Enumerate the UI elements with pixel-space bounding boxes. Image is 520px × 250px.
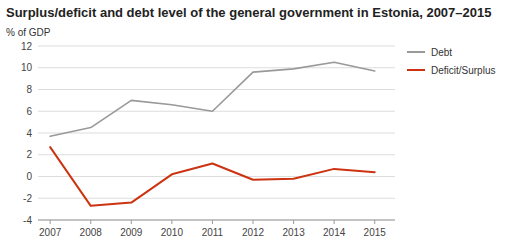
- y-tick-label: -4: [23, 215, 32, 226]
- grid-line: [38, 198, 395, 199]
- x-tick-label: 2009: [120, 227, 143, 238]
- x-tick: [50, 220, 51, 224]
- y-tick-label: 4: [26, 128, 32, 139]
- x-tick-label: 2008: [80, 227, 103, 238]
- legend-label: Deficit/Surplus: [431, 65, 495, 76]
- grid-line: [38, 67, 395, 68]
- grid-line: [38, 46, 395, 47]
- y-tick-label: 10: [21, 62, 33, 73]
- title: Surplus/deficit and debt level of the ge…: [6, 5, 491, 20]
- y-tick-label: 12: [21, 41, 33, 52]
- legend-swatch: [407, 51, 425, 53]
- x-tick-label: 2013: [282, 227, 305, 238]
- y-tick-label: -2: [23, 193, 32, 204]
- series-line: [50, 62, 375, 136]
- grid-line: [38, 176, 395, 177]
- x-tick-label: 2011: [202, 227, 224, 238]
- x-tick-label: 2015: [364, 227, 387, 238]
- series-line: [50, 147, 375, 206]
- x-tick: [253, 220, 254, 224]
- grid-line: [38, 220, 395, 221]
- x-tick-label: 2014: [323, 227, 346, 238]
- x-tick: [171, 220, 172, 224]
- y-tick-label: 2: [26, 149, 32, 160]
- x-tick: [212, 220, 213, 224]
- x-tick: [293, 220, 294, 224]
- legend-label: Debt: [431, 47, 452, 58]
- x-tick: [90, 220, 91, 224]
- grid-line: [38, 111, 395, 112]
- legend: Debt Deficit/Surplus: [407, 47, 495, 76]
- grid: [38, 46, 395, 220]
- lines: [50, 62, 375, 206]
- grid-line: [38, 133, 395, 134]
- x-axis-line: [38, 220, 395, 221]
- x-tick: [374, 220, 375, 224]
- grid-line: [38, 89, 395, 90]
- y-tick-label: 0: [26, 171, 32, 182]
- x-tick: [131, 220, 132, 224]
- chart: Surplus/deficit and debt level of the ge…: [0, 0, 520, 250]
- y-tick-label: 8: [26, 84, 32, 95]
- y-tick-label: 6: [26, 106, 32, 117]
- y-axis-label: % of GDP: [6, 27, 51, 38]
- grid-line: [38, 154, 395, 155]
- legend-swatch: [407, 69, 425, 71]
- x-tick-label: 2007: [39, 227, 62, 238]
- x-tick-label: 2010: [161, 227, 184, 238]
- x-tick: [334, 220, 335, 224]
- x-tick-label: 2012: [242, 227, 265, 238]
